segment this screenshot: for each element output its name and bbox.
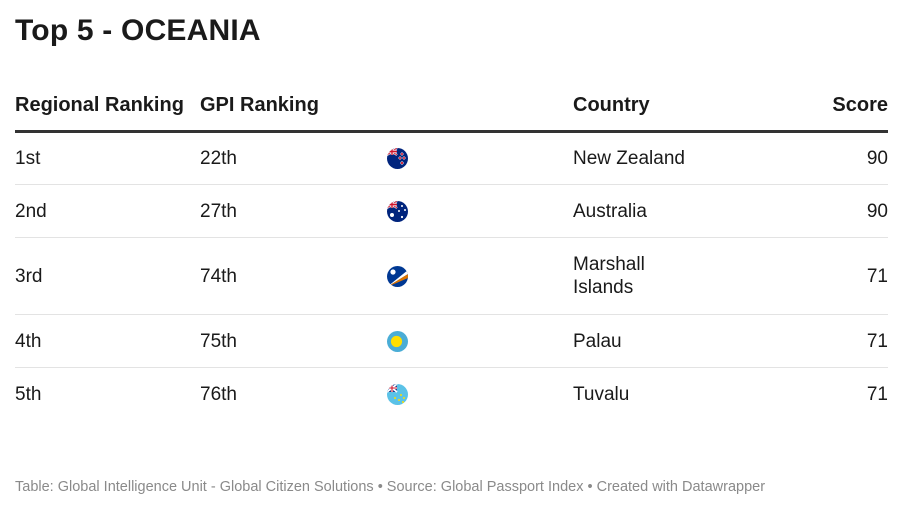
- table-row: 3rd 74th Marshall Islands 71: [15, 237, 888, 315]
- country-cell: Palau: [573, 314, 773, 368]
- gpi-ranking-cell: 22th: [200, 131, 386, 185]
- gpi-ranking-cell: 76th: [200, 383, 237, 405]
- country-cell: Australia: [573, 184, 773, 238]
- score-cell: 90: [773, 184, 888, 238]
- table-row: 5th 76th: [15, 368, 888, 421]
- table-header-row: Regional Ranking GPI Ranking Country Sco…: [15, 92, 888, 133]
- regional-ranking-cell: 2nd: [15, 184, 200, 238]
- australia-flag-icon: [387, 200, 408, 222]
- ranking-table: Regional Ranking GPI Ranking Country Sco…: [15, 92, 888, 421]
- gpi-ranking-cell: 75th: [200, 314, 386, 368]
- table-row: 4th 75th Palau 71: [15, 314, 888, 368]
- table-row: 1st 22th: [15, 131, 888, 185]
- tuvalu-flag-icon: [387, 384, 408, 406]
- marshall-islands-flag-icon: [387, 265, 408, 287]
- header-gpi-ranking[interactable]: GPI Ranking: [200, 92, 386, 133]
- score-cell: 90: [773, 131, 888, 185]
- header-country[interactable]: Country: [573, 92, 773, 133]
- table-row: 2nd 27th: [15, 184, 888, 238]
- country-cell: Tuvalu: [573, 383, 630, 405]
- header-score[interactable]: Score: [773, 92, 888, 133]
- score-cell: 71: [866, 383, 888, 405]
- gpi-ranking-cell: 27th: [200, 184, 386, 238]
- header-regional-ranking[interactable]: Regional Ranking: [15, 92, 200, 133]
- table-title: Top 5 - OCEANIA: [15, 14, 261, 47]
- gpi-ranking-cell: 74th: [200, 237, 386, 315]
- palau-flag-icon: [387, 330, 408, 352]
- regional-ranking-cell: 3rd: [15, 237, 200, 315]
- country-cell: Marshall Islands: [573, 237, 773, 315]
- regional-ranking-cell: 4th: [15, 314, 200, 368]
- source-footer: Table: Global Intelligence Unit - Global…: [15, 479, 766, 495]
- new-zealand-flag-icon: [387, 148, 408, 170]
- country-cell: New Zealand: [573, 131, 773, 185]
- regional-ranking-cell: 1st: [15, 131, 200, 185]
- score-cell: 71: [773, 314, 888, 368]
- header-flag: [386, 92, 573, 133]
- score-cell: 71: [773, 237, 888, 315]
- regional-ranking-cell: 5th: [15, 383, 42, 405]
